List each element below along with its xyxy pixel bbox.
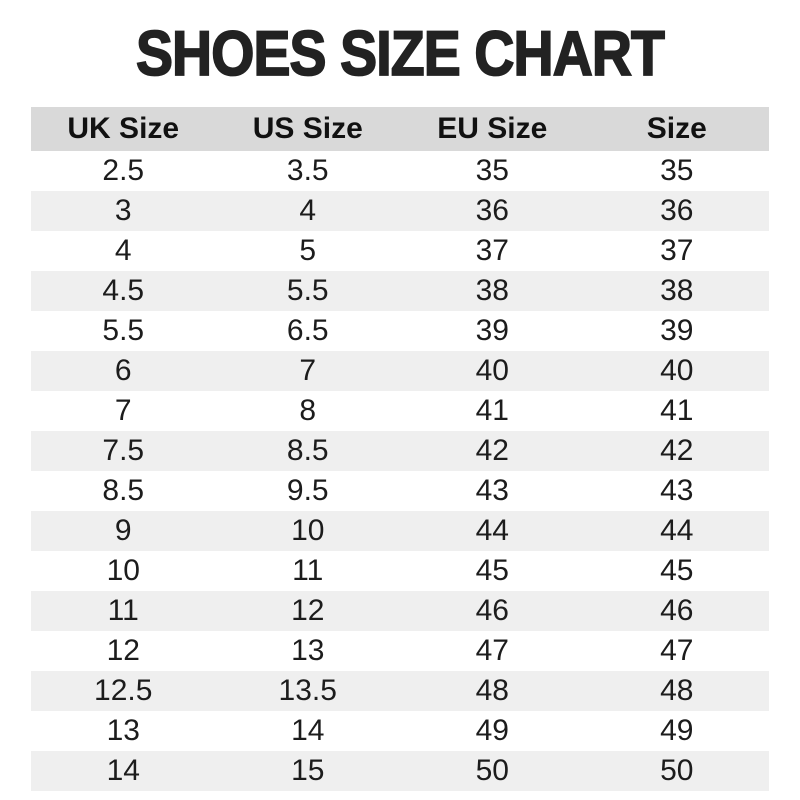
table-row: 5.5 6.5 39 39 (31, 311, 769, 351)
table-row: 8.5 9.5 43 43 (31, 471, 769, 511)
shoe-size-table: UK Size US Size EU Size Size 2.5 3.5 35 35 3… (31, 107, 769, 791)
table-row: 12 13 47 47 (31, 631, 769, 671)
table-cell: 44 (475, 514, 509, 547)
table-cell: 35 (660, 154, 694, 187)
table-cell: 3.5 (286, 154, 329, 187)
table-cell: 4 (114, 234, 132, 267)
table-cell: 11 (292, 554, 324, 587)
table-cell: 50 (475, 754, 509, 787)
table-cell: 8 (299, 394, 317, 427)
table-cell: 14 (291, 714, 325, 747)
table-row: 13 14 49 49 (31, 711, 769, 751)
table-cell: 43 (660, 474, 694, 507)
table-cell: 41 (475, 394, 509, 427)
table-cell: 44 (660, 514, 694, 547)
table-row: 7 8 41 41 (31, 391, 769, 431)
table-cell: 49 (660, 714, 694, 747)
table-row: 11 12 46 46 (31, 591, 769, 631)
table-cell: 7 (299, 354, 317, 387)
table-cell: 7.5 (102, 434, 145, 467)
table-cell: 36 (475, 194, 509, 227)
table-cell: 46 (660, 594, 694, 627)
table-cell: 13 (291, 634, 325, 667)
table-cell: 11 (107, 594, 139, 627)
table-row: 6 7 40 40 (31, 351, 769, 391)
table-cell: 47 (660, 634, 694, 667)
table-cell: 14 (106, 754, 140, 787)
table-cell: 9 (114, 514, 132, 547)
table-row: 9 10 44 44 (31, 511, 769, 551)
table-row: 7.5 8.5 42 42 (31, 431, 769, 471)
table-row: 3 4 36 36 (31, 191, 769, 231)
table-cell: 8.5 (102, 474, 145, 507)
table-cell: 3 (114, 194, 132, 227)
table-cell: 5.5 (102, 314, 145, 347)
column-header-size: Size (646, 112, 707, 145)
table-row: 4.5 5.5 38 38 (31, 271, 769, 311)
page: SHOES SIZE CHART UK Size US Size EU Size… (0, 16, 800, 800)
table-cell: 4 (299, 194, 317, 227)
table-cell: 45 (660, 554, 694, 587)
table-cell: 10 (291, 514, 325, 547)
table-cell: 13.5 (278, 674, 337, 707)
table-cell: 41 (660, 394, 694, 427)
table-cell: 48 (475, 674, 509, 707)
table-cell: 36 (660, 194, 694, 227)
table-cell: 38 (660, 274, 694, 307)
table-cell: 12 (106, 634, 140, 667)
column-header-uk-size: UK Size (67, 112, 180, 145)
table-cell: 39 (475, 314, 509, 347)
page-title: SHOES SIZE CHART (135, 18, 666, 90)
table-cell: 8.5 (286, 434, 329, 467)
table-cell: 39 (660, 314, 694, 347)
table-cell: 5 (299, 234, 317, 267)
table-cell: 46 (475, 594, 509, 627)
table-cell: 37 (475, 234, 509, 267)
table-cell: 4.5 (102, 274, 145, 307)
table-cell: 35 (475, 154, 509, 187)
table-cell: 12.5 (94, 674, 153, 707)
table-row: 2.5 3.5 35 35 (31, 151, 769, 191)
table-cell: 40 (660, 354, 694, 387)
table-cell: 12 (291, 594, 325, 627)
table-cell: 42 (660, 434, 694, 467)
table-row: 4 5 37 37 (31, 231, 769, 271)
table-cell: 15 (291, 754, 325, 787)
table-cell: 13 (106, 714, 140, 747)
table-cell: 48 (660, 674, 694, 707)
table-cell: 40 (475, 354, 509, 387)
table-cell: 50 (660, 754, 694, 787)
table-cell: 6 (114, 354, 132, 387)
table-cell: 6.5 (286, 314, 329, 347)
table-cell: 9.5 (286, 474, 329, 507)
table-cell: 2.5 (102, 154, 145, 187)
table-cell: 45 (475, 554, 509, 587)
table-cell: 38 (475, 274, 509, 307)
table-header-row: UK Size US Size EU Size Size (31, 107, 769, 151)
column-header-eu-size: EU Size (437, 112, 548, 145)
table-cell: 49 (475, 714, 509, 747)
table-row: 10 11 45 45 (31, 551, 769, 591)
table-cell: 10 (106, 554, 140, 587)
table-cell: 37 (660, 234, 694, 267)
table-cell: 5.5 (286, 274, 329, 307)
column-header-us-size: US Size (252, 112, 363, 145)
table-cell: 47 (475, 634, 509, 667)
table-row: 12.5 13.5 48 48 (31, 671, 769, 711)
table-cell: 43 (475, 474, 509, 507)
table-row: 14 15 50 50 (31, 751, 769, 791)
table-cell: 7 (114, 394, 132, 427)
table-body: 2.5 3.5 35 35 3 4 36 36 4 5 37 37 4.5 5.5 38 38 5.5 6.5 39… (31, 151, 769, 791)
table-cell: 42 (475, 434, 509, 467)
